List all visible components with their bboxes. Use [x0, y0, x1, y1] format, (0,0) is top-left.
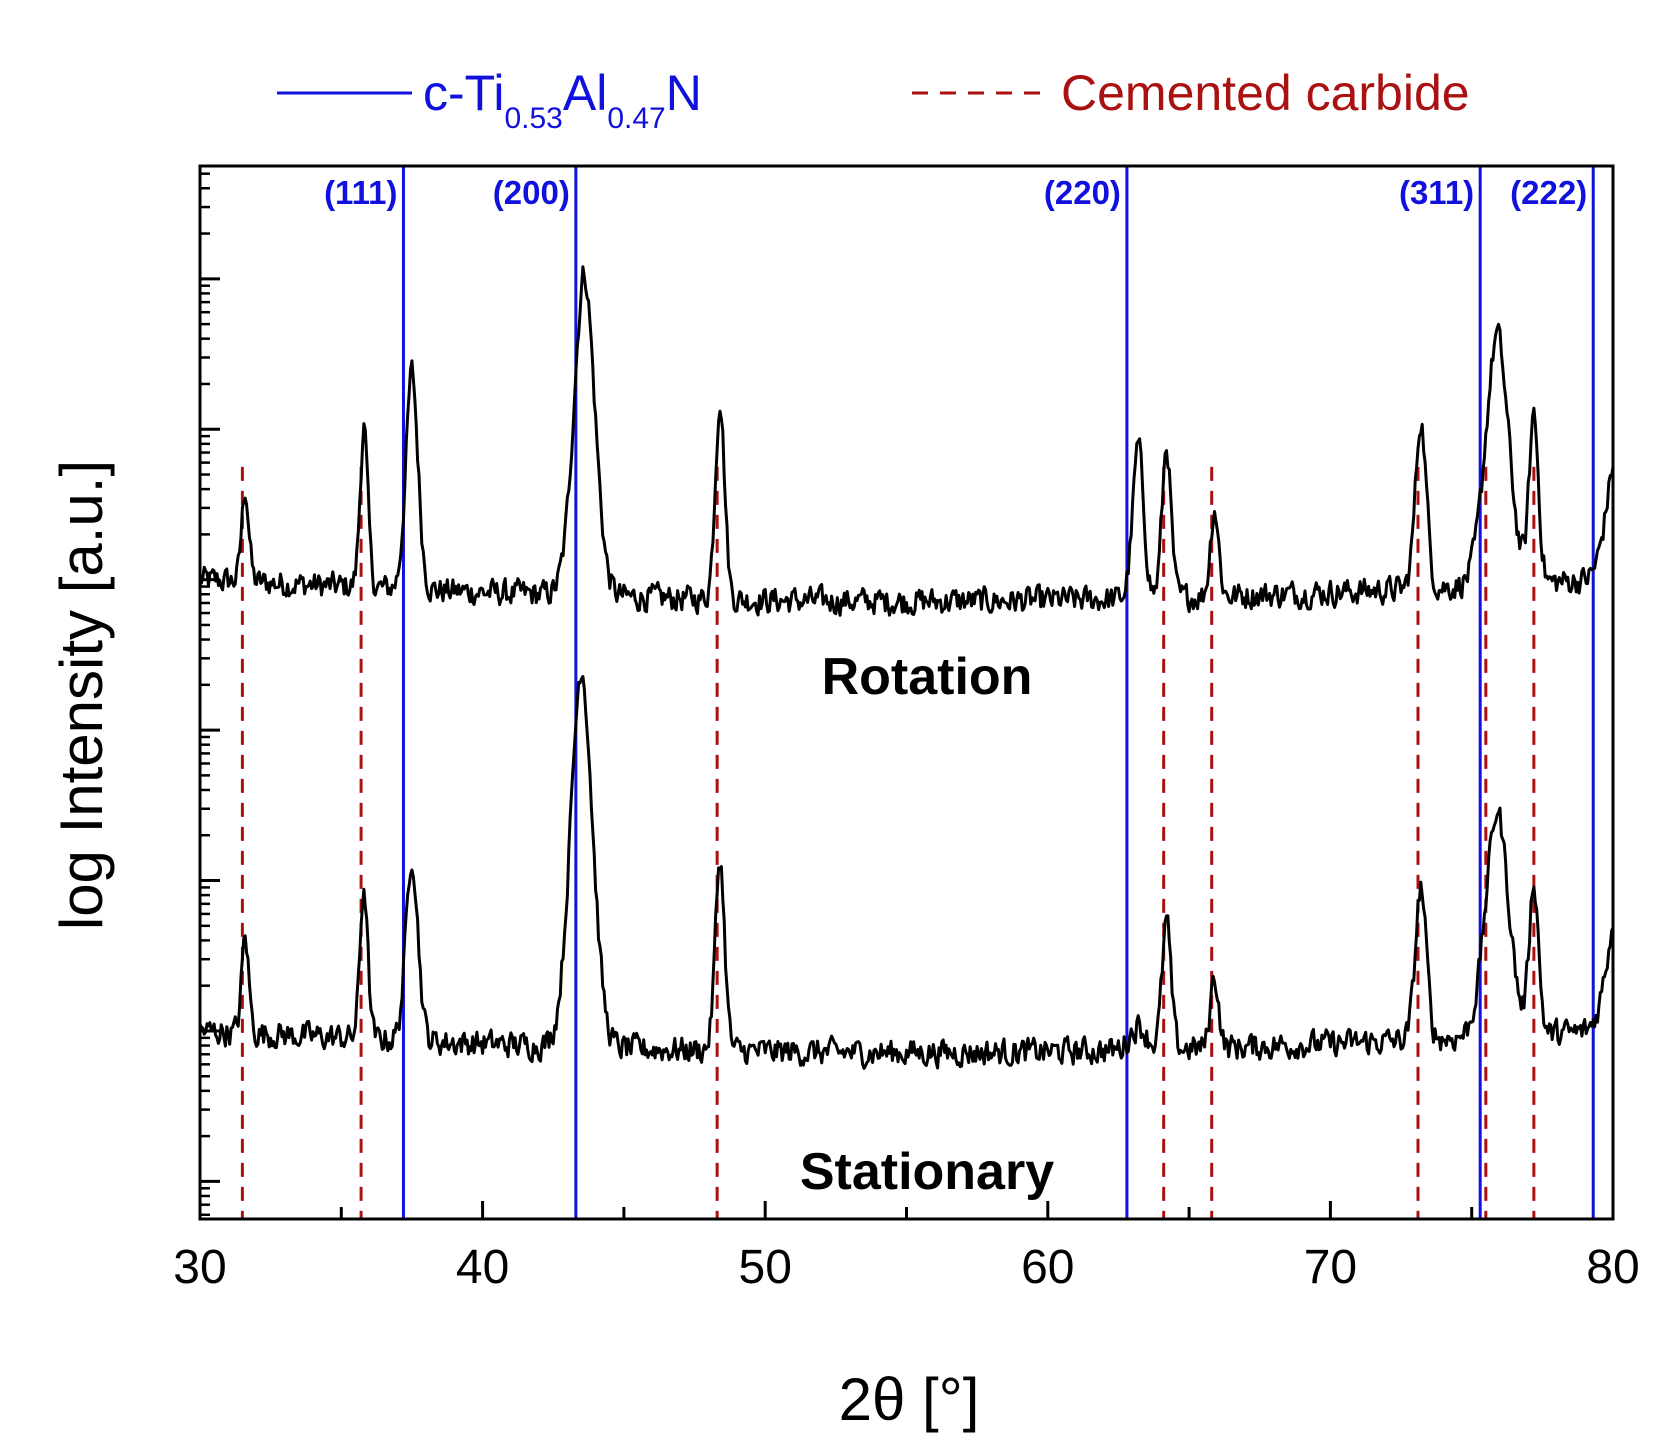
x-tick-label: 80 [1586, 1241, 1639, 1294]
series-label-stationary: Stationary [800, 1143, 1054, 1201]
series-trace-stationary [198, 674, 1615, 1070]
x-tick-label: 60 [1021, 1241, 1074, 1294]
series-trace-rotation [198, 265, 1615, 617]
x-tick-label: 50 [739, 1241, 792, 1294]
axes: 30 40 50 60 70 80 [173, 164, 1640, 1294]
legend-nitride-label: c-Ti0.53Al0.47N [423, 65, 702, 135]
x-tick-label: 70 [1304, 1241, 1357, 1294]
y-axis-title: log Intensity [a.u.] [48, 460, 115, 930]
series-label-rotation: Rotation [822, 648, 1033, 706]
plane-label: (220) [1044, 174, 1121, 211]
plane-label: (200) [493, 174, 570, 211]
legend-carbide-label: Cemented carbide [1061, 65, 1470, 121]
data-traces [198, 265, 1615, 1070]
plane-label: (311) [1399, 174, 1474, 211]
x-tick-label: 40 [456, 1241, 509, 1294]
reference-lines: (111) (200) (220) (311) (222) [240, 166, 1595, 1219]
plane-label: (111) [324, 174, 397, 211]
plane-label: (222) [1510, 174, 1587, 211]
legend: c-Ti0.53Al0.47N Cemented carbide [277, 65, 1470, 135]
x-axis-title: 2θ [°] [839, 1366, 980, 1433]
x-tick-label: 30 [173, 1241, 226, 1294]
